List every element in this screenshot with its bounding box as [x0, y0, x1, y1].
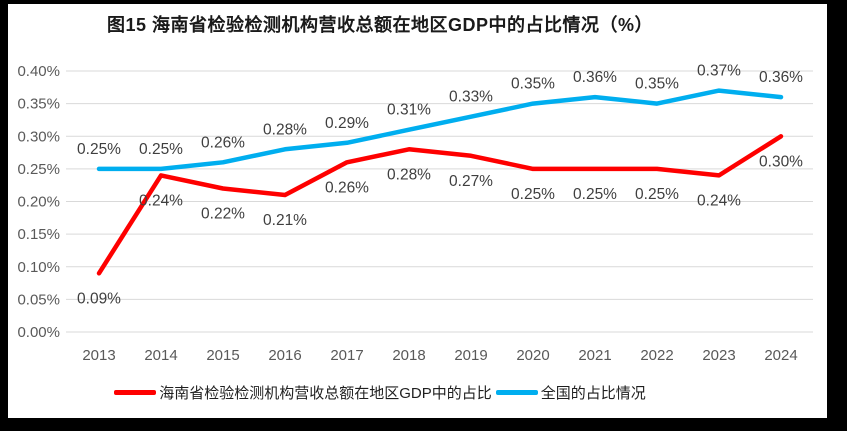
data-label: 0.25%: [573, 186, 617, 203]
data-label: 0.26%: [201, 134, 245, 151]
data-label: 0.37%: [697, 63, 741, 80]
chart-title: 图15 海南省检验检测机构营收总额在地区GDP中的占比情况（%）: [106, 15, 654, 35]
y-axis-tick-label: 0.35%: [17, 96, 60, 113]
legend-item-hainan: 海南省检验检测机构营收总额在地区GDP中的占比: [114, 382, 492, 403]
x-axis-tick-label: 2016: [268, 347, 301, 364]
y-axis-tick-label: 0.00%: [17, 324, 60, 341]
y-axis-tick-label: 0.15%: [17, 226, 60, 243]
data-label: 0.21%: [263, 212, 307, 229]
legend: 海南省检验检测机构营收总额在地区GDP中的占比 全国的占比情况: [8, 381, 752, 403]
y-axis-tick-label: 0.05%: [17, 291, 60, 308]
data-label: 0.28%: [263, 121, 307, 138]
data-label: 0.35%: [635, 76, 679, 93]
data-label: 0.29%: [325, 115, 369, 132]
x-axis-tick-label: 2024: [764, 347, 797, 364]
data-label: 0.26%: [325, 179, 369, 196]
y-axis-tick-label: 0.30%: [17, 128, 60, 145]
data-label: 0.35%: [511, 76, 555, 93]
chart-window: 0.00% 0.05% 0.10% 0.15% 0.20% 0.25% 0.30% 0.35%…: [8, 4, 827, 418]
legend-line-swatch-red: [114, 389, 157, 395]
y-axis-tick-label: 0.40%: [17, 63, 60, 80]
x-axis-tick-label: 2014: [144, 347, 177, 364]
x-axis-tick-label: 2019: [454, 347, 487, 364]
data-label: 0.25%: [139, 141, 183, 158]
x-axis-tick-label: 2023: [702, 347, 735, 364]
series-line-hainan: [96, 134, 784, 276]
data-label: 0.09%: [77, 290, 121, 307]
x-axis-tick-label: 2018: [392, 347, 425, 364]
x-axis-tick-label: 2013: [82, 347, 115, 364]
x-axis-tick-label: 2020: [516, 347, 549, 364]
data-label: 0.24%: [139, 192, 183, 209]
legend-line-swatch-blue: [495, 389, 538, 395]
data-label: 0.28%: [387, 166, 431, 183]
y-axis-tick-label: 0.25%: [17, 161, 60, 178]
x-axis-tick-label: 2022: [640, 347, 673, 364]
legend-label-hainan: 海南省检验检测机构营收总额在地区GDP中的占比: [159, 384, 492, 402]
data-label: 0.25%: [635, 186, 679, 203]
data-label: 0.27%: [449, 173, 493, 190]
data-label: 0.36%: [759, 69, 803, 86]
data-label: 0.31%: [387, 102, 431, 119]
x-axis-tick-label: 2017: [330, 347, 363, 364]
line-chart-plot-area: 0.00% 0.05% 0.10% 0.15% 0.20% 0.25% 0.30% 0.35%…: [17, 63, 813, 364]
legend-label-national: 全国的占比情况: [540, 384, 646, 402]
data-label: 0.25%: [77, 141, 121, 158]
data-label: 0.22%: [201, 206, 245, 223]
data-label: 0.36%: [573, 69, 617, 86]
data-label: 0.25%: [511, 186, 555, 203]
data-label: 0.24%: [697, 192, 741, 209]
legend-item-national: 全国的占比情况: [495, 382, 646, 403]
data-label: 0.30%: [759, 153, 803, 170]
data-label: 0.33%: [449, 89, 493, 106]
y-axis-tick-label: 0.20%: [17, 194, 60, 211]
x-axis-tick-label: 2015: [206, 347, 239, 364]
series-line-national: [96, 88, 784, 172]
x-axis-tick-label: 2021: [578, 347, 611, 364]
y-axis-tick-label: 0.10%: [17, 259, 60, 276]
